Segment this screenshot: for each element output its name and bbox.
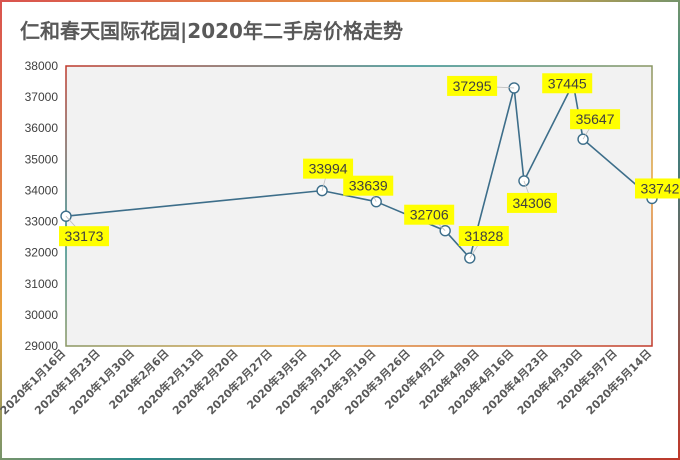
data-label-box	[458, 226, 509, 247]
y-tick-label: 31000	[25, 277, 59, 291]
y-tick-label: 35000	[25, 152, 59, 166]
y-tick-label: 38000	[25, 59, 59, 73]
y-tick-label: 32000	[25, 246, 59, 260]
x-tick-label: 2020年4月2日	[382, 346, 448, 412]
data-label-box	[635, 178, 680, 199]
x-axis: 2020年1月16日2020年1月23日2020年1月30日2020年2月6日2…	[0, 346, 654, 417]
y-tick-label: 29000	[25, 339, 59, 353]
data-label: 37295	[453, 78, 492, 94]
y-tick-label: 30000	[25, 308, 59, 322]
data-label: 33173	[65, 228, 104, 244]
x-tick-label: 2020年5月7日	[554, 346, 620, 412]
y-tick-label: 33000	[25, 215, 59, 229]
data-label: 34306	[512, 195, 551, 211]
y-tick-label: 34000	[25, 183, 59, 197]
x-tick-label: 2020年3月5日	[244, 346, 310, 412]
plot-area	[65, 65, 653, 347]
data-label: 33742	[641, 180, 680, 196]
y-tick-label: 37000	[25, 90, 59, 104]
chart-title: 仁和春天国际花园|2020年二手房价格走势	[20, 19, 403, 43]
y-tick-label: 36000	[25, 121, 59, 135]
data-label-box	[404, 204, 455, 225]
data-label: 32706	[410, 207, 449, 223]
data-label-box	[570, 109, 621, 130]
data-label-box	[506, 192, 557, 213]
data-label: 37445	[548, 75, 587, 91]
y-axis: 29000 30000 31000 32000 33000 34000 35000 36000…	[25, 59, 59, 353]
data-label-box	[343, 175, 394, 196]
x-tick-label: 2020年4月9日	[416, 346, 482, 412]
data-label: 31828	[464, 228, 503, 244]
data-label-box	[303, 158, 354, 179]
data-label-box	[542, 73, 593, 94]
data-label-box	[447, 75, 498, 96]
data-label: 33639	[349, 178, 388, 194]
x-tick-label: 2020年2月6日	[106, 346, 172, 412]
data-label-box	[59, 226, 109, 247]
data-label: 33994	[309, 161, 348, 177]
data-label: 35647	[576, 111, 615, 127]
